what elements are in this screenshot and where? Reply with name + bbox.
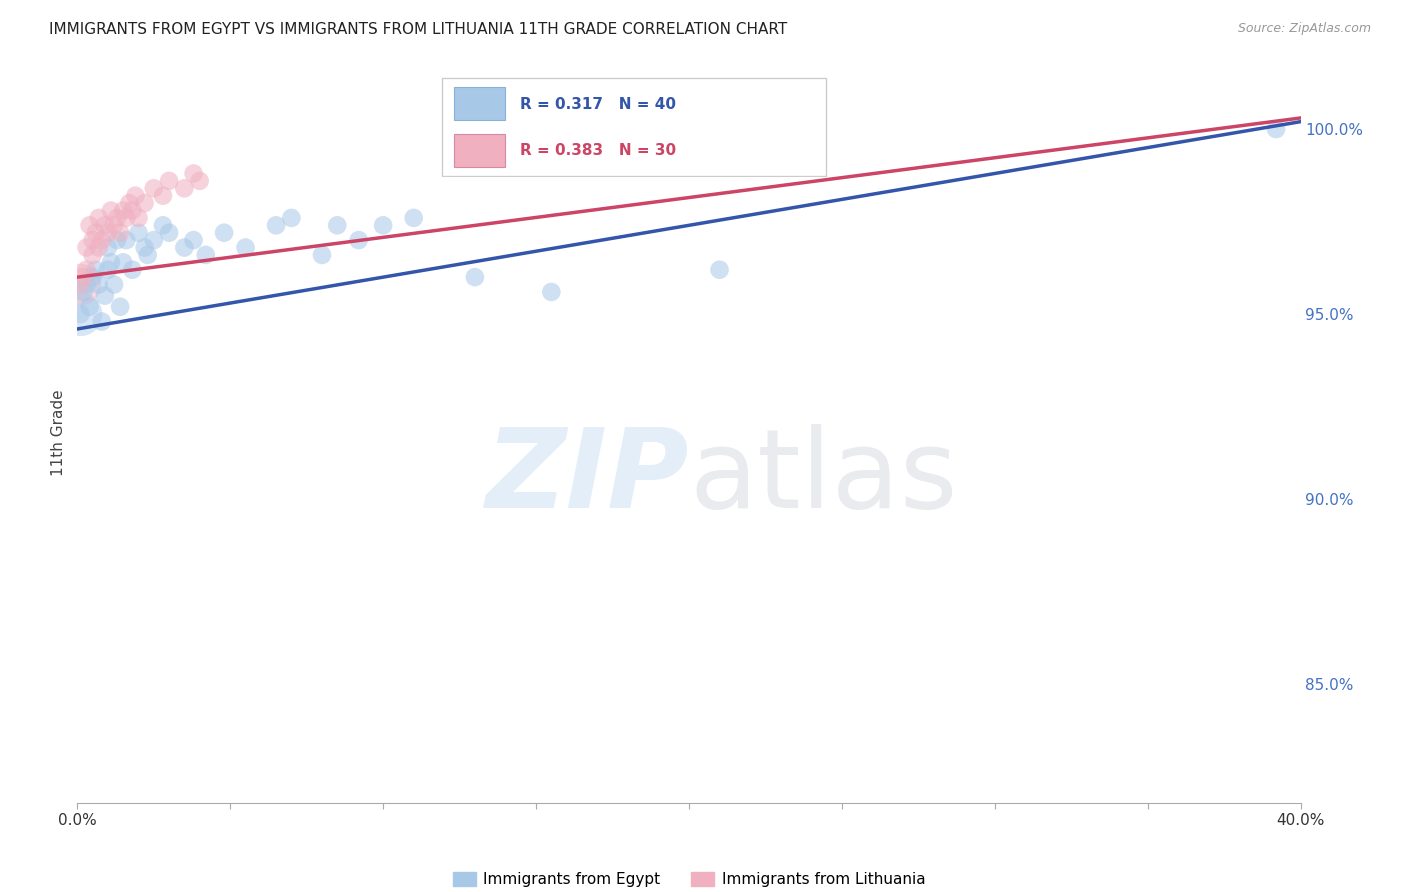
Point: [709, 262, 731, 277]
Point: [79, 300, 101, 314]
Point: [82, 248, 104, 262]
Point: [157, 226, 180, 240]
Point: [87, 211, 110, 225]
Point: [142, 181, 165, 195]
Point: [87, 277, 110, 292]
Point: [235, 241, 257, 255]
Point: [540, 285, 562, 299]
Point: [121, 203, 143, 218]
Point: [128, 211, 150, 225]
Point: [183, 167, 205, 181]
Point: [264, 219, 287, 233]
Point: [402, 211, 425, 225]
Text: ZIP: ZIP: [485, 424, 689, 531]
Point: [136, 248, 159, 262]
Point: [84, 262, 107, 277]
Text: IMMIGRANTS FROM EGYPT VS IMMIGRANTS FROM LITHUANIA 11TH GRADE CORRELATION CHART: IMMIGRANTS FROM EGYPT VS IMMIGRANTS FROM…: [49, 22, 787, 37]
Point: [371, 219, 394, 233]
Point: [173, 241, 195, 255]
Point: [97, 262, 120, 277]
Point: [112, 203, 135, 218]
Point: [79, 219, 101, 233]
Point: [76, 262, 98, 277]
Point: [69, 277, 91, 292]
Point: [69, 307, 91, 321]
Point: [87, 241, 110, 255]
Point: [94, 219, 117, 233]
Point: [128, 226, 150, 240]
Legend: Immigrants from Egypt, Immigrants from Lithuania: Immigrants from Egypt, Immigrants from L…: [447, 866, 931, 892]
Point: [69, 277, 91, 292]
Point: [121, 262, 143, 277]
Point: [311, 248, 333, 262]
Point: [134, 196, 156, 211]
Point: [103, 219, 125, 233]
Point: [1265, 122, 1288, 136]
Point: [103, 277, 125, 292]
Point: [152, 188, 174, 202]
Point: [84, 226, 107, 240]
Point: [108, 300, 131, 314]
Point: [72, 270, 94, 285]
Point: [115, 233, 138, 247]
Point: [105, 211, 128, 225]
Point: [464, 270, 486, 285]
Y-axis label: 11th Grade: 11th Grade: [51, 389, 66, 476]
Point: [188, 174, 211, 188]
Point: [118, 196, 141, 211]
Point: [112, 255, 135, 269]
Point: [100, 255, 122, 269]
Point: [90, 315, 112, 329]
Point: [212, 226, 235, 240]
Point: [69, 307, 91, 321]
Point: [347, 233, 370, 247]
Point: [97, 226, 120, 240]
Point: [280, 211, 302, 225]
Point: [157, 174, 180, 188]
Point: [76, 277, 98, 292]
Point: [152, 219, 174, 233]
Point: [194, 248, 217, 262]
Point: [115, 211, 138, 225]
Point: [82, 270, 104, 285]
Point: [94, 288, 117, 302]
Point: [72, 285, 94, 299]
Point: [124, 188, 146, 202]
Point: [108, 226, 131, 240]
Point: [90, 233, 112, 247]
Text: atlas: atlas: [689, 424, 957, 531]
Point: [326, 219, 349, 233]
Point: [134, 241, 156, 255]
Point: [82, 233, 104, 247]
Text: Source: ZipAtlas.com: Source: ZipAtlas.com: [1237, 22, 1371, 36]
Point: [97, 241, 120, 255]
Point: [76, 241, 98, 255]
Point: [105, 233, 128, 247]
Point: [100, 203, 122, 218]
Point: [183, 233, 205, 247]
Point: [142, 233, 165, 247]
Point: [173, 181, 195, 195]
